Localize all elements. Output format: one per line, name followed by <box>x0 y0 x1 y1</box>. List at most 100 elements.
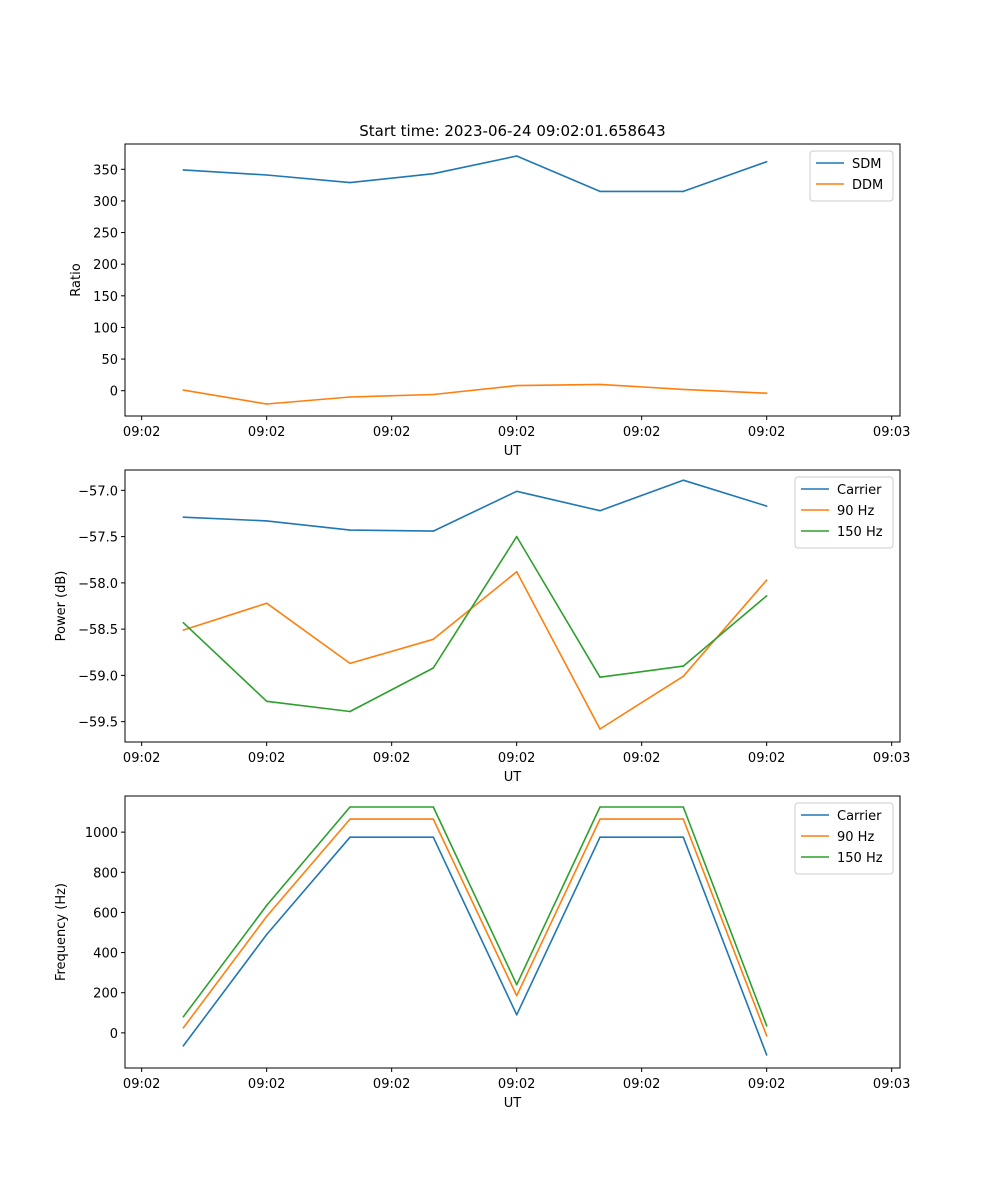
x-tick-label: 09:02 <box>623 425 660 440</box>
series-line-ddm <box>183 383 767 405</box>
data-point <box>599 190 601 193</box>
legend-label: Carrier <box>837 483 882 498</box>
data-point <box>265 933 268 936</box>
data-point <box>765 392 768 395</box>
x-tick-label: 09:03 <box>873 751 910 766</box>
data-point <box>349 806 351 808</box>
x-tick-label: 09:02 <box>248 1077 285 1092</box>
chart-panel-2: 09:02 09:02 09:02 09:02 09:02 09:02 09:03 −59.5… <box>54 469 910 785</box>
data-point <box>182 516 185 518</box>
legend-label: 150 Hz <box>837 851 883 866</box>
data-point <box>265 174 268 176</box>
data-point <box>599 383 601 386</box>
data-point <box>432 836 435 838</box>
data-point <box>765 160 768 163</box>
data-point <box>765 1035 768 1037</box>
data-point <box>349 710 351 713</box>
data-point <box>265 520 268 522</box>
data-point <box>432 393 435 396</box>
data-point <box>182 629 185 631</box>
y-tick-label: 100 <box>93 321 118 336</box>
y-tick-label: −59.0 <box>78 669 118 684</box>
y-tick-label: 200 <box>93 258 118 273</box>
data-point <box>432 638 435 641</box>
data-point <box>349 396 351 398</box>
x-tick-label: 09:02 <box>373 751 410 766</box>
data-point <box>182 1016 185 1018</box>
y-tick-label: 0 <box>110 385 118 400</box>
x-tick-label: 09:02 <box>748 425 785 440</box>
data-point <box>599 509 601 512</box>
data-point <box>265 904 268 907</box>
legend-label: DDM <box>852 178 883 193</box>
data-point <box>265 915 268 918</box>
x-tick-label: 09:02 <box>123 1077 160 1092</box>
x-tick-label: 09:03 <box>873 425 910 440</box>
data-point <box>765 595 768 597</box>
legend-label: SDM <box>852 157 881 172</box>
data-point <box>682 479 685 481</box>
data-point <box>515 535 518 538</box>
data-point <box>599 728 601 730</box>
x-tick-label: 09:02 <box>373 1077 410 1092</box>
data-point <box>599 806 601 808</box>
data-point <box>682 190 685 193</box>
data-point <box>682 806 685 808</box>
series-line-150-hz <box>182 806 768 1027</box>
plot-frame <box>124 469 901 743</box>
data-point <box>349 181 351 184</box>
x-tick-label: 09:02 <box>123 425 160 440</box>
data-point <box>515 1014 518 1016</box>
y-tick-label: −57.5 <box>78 531 118 546</box>
y-tick-label: 600 <box>93 906 118 921</box>
data-point <box>432 806 435 808</box>
data-point <box>682 675 685 678</box>
x-tick-label: 09:02 <box>498 1077 535 1092</box>
series-line-sdm <box>183 155 767 193</box>
x-tick-label: 09:02 <box>373 425 410 440</box>
data-point <box>349 818 351 820</box>
data-point <box>682 836 685 838</box>
series-line-90-hz <box>183 570 768 730</box>
x-tick-label: 09:02 <box>123 751 160 766</box>
data-point <box>682 818 685 820</box>
data-point <box>432 172 435 175</box>
y-axis-label: Frequency (Hz) <box>54 883 69 981</box>
data-point <box>515 994 518 997</box>
data-point <box>265 700 268 703</box>
legend-label: 90 Hz <box>837 830 874 845</box>
data-point <box>515 384 518 387</box>
x-axis-label: UT <box>504 444 522 459</box>
series-line-carrier <box>183 479 767 532</box>
x-tick-label: 09:02 <box>748 751 785 766</box>
data-point <box>265 602 268 605</box>
legend-label: Carrier <box>837 809 882 824</box>
series-line-carrier <box>182 836 768 1056</box>
data-point <box>599 818 601 820</box>
x-axis-label: UT <box>504 1096 522 1111</box>
series-line-90-hz <box>182 818 768 1037</box>
y-tick-label: −57.0 <box>78 484 118 499</box>
y-tick-label: 1000 <box>85 826 118 841</box>
y-axis-label: Ratio <box>69 263 84 296</box>
data-point <box>765 1025 768 1027</box>
data-point <box>182 1045 185 1047</box>
x-tick-label: 09:02 <box>748 1077 785 1092</box>
data-point <box>599 836 601 838</box>
plot-frame <box>124 795 901 1069</box>
data-point <box>599 676 601 679</box>
data-point <box>349 662 351 665</box>
legend-label: 90 Hz <box>837 504 874 519</box>
y-tick-label: 50 <box>101 353 118 368</box>
data-point <box>765 1054 768 1056</box>
y-tick-label: 200 <box>93 987 118 1002</box>
y-tick-label: −58.5 <box>78 623 118 638</box>
data-point <box>349 836 351 838</box>
y-tick-label: 250 <box>93 227 118 242</box>
legend-label: 150 Hz <box>837 525 883 540</box>
x-tick-label: 09:03 <box>873 1077 910 1092</box>
x-tick-label: 09:02 <box>248 751 285 766</box>
series-line-150-hz <box>182 535 768 713</box>
data-point <box>265 403 268 405</box>
